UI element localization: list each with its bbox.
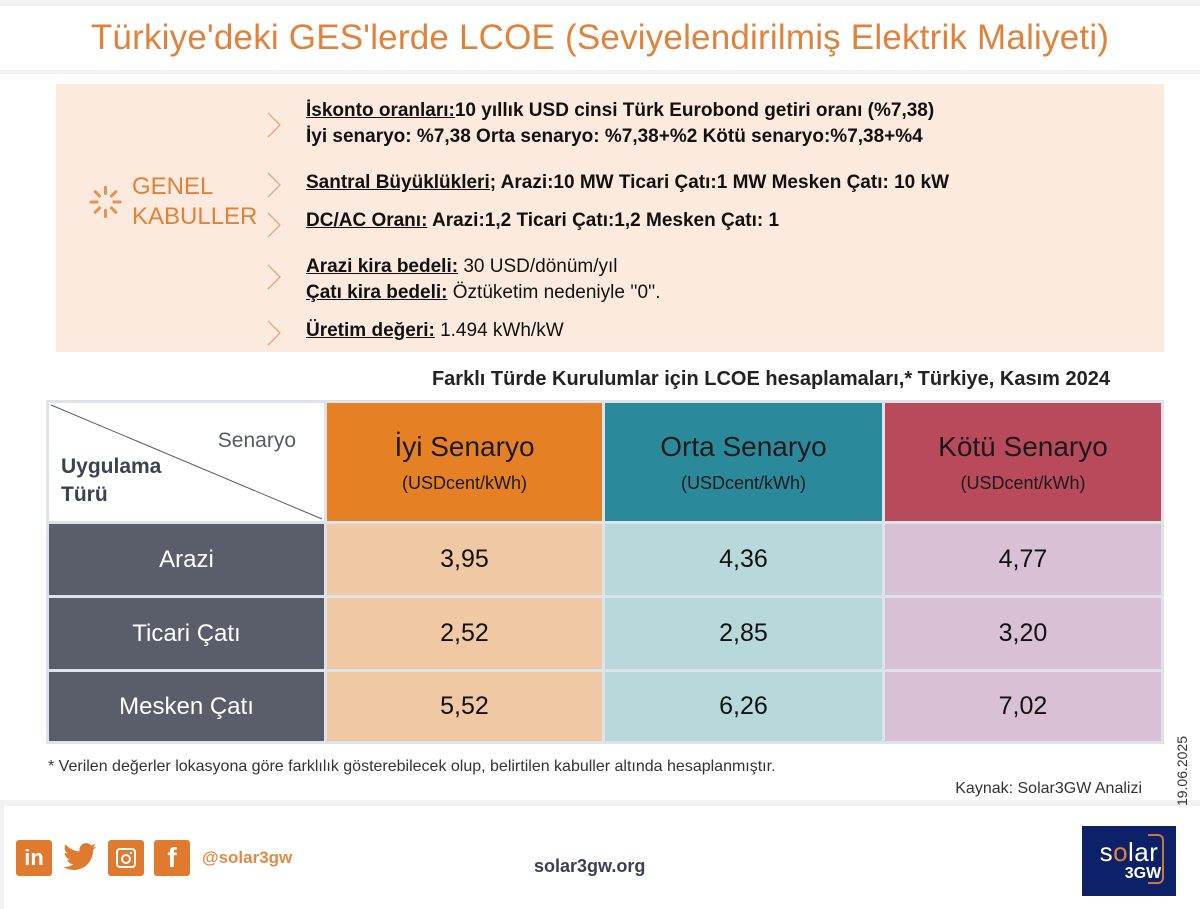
assumption-rent: Arazi kira bedeli: 30 USD/dönüm/yıl Çatı… [306, 256, 661, 303]
footer: in f @solar3gw solar3gw.org solar 3GW [4, 806, 1200, 909]
table-cell: 4,77 [885, 524, 1161, 595]
row-label-arazi: Arazi [49, 524, 324, 595]
chevron-right-icon [266, 172, 282, 198]
table-title: Farklı Türde Kurulumlar için LCOE hesapl… [431, 368, 1110, 390]
table-cell: 5,52 [327, 672, 602, 741]
website-link[interactable]: solar3gw.org [534, 856, 646, 876]
corner-scenario-label: Senaryo [217, 429, 296, 452]
sunburst-icon [86, 182, 126, 222]
linkedin-icon[interactable]: in [16, 840, 52, 876]
footnote: * Verilen değerler lokasyona göre farklı… [48, 758, 776, 775]
chevron-right-icon [266, 112, 282, 138]
lcoe-table: Senaryo Uygulama Türü İyi Senaryo (USDce… [46, 400, 1164, 744]
table-cell: 7,02 [885, 672, 1161, 741]
page-title: Türkiye'deki GES'lerde LCOE (Seviyelendi… [90, 18, 1110, 57]
facebook-icon[interactable]: f [154, 840, 190, 876]
source-credit: Kaynak: Solar3GW Analizi [955, 780, 1142, 797]
chevron-right-icon [266, 320, 282, 346]
assumption-dc-ac-ratio: DC/AC Oranı: Arazi:1,2 Ticari Çatı:1,2 M… [306, 210, 780, 231]
assumption-plant-sizes: Santral Büyüklükleri; Arazi:10 MW Ticari… [306, 172, 950, 193]
column-header-medium: Orta Senaryo (USDcent/kWh) [605, 403, 882, 521]
solar3gw-logo: solar 3GW [1082, 826, 1176, 896]
section-label: GENEL KABULLER [86, 172, 257, 232]
row-label-mesken-cati: Mesken Çatı [49, 672, 324, 741]
logo-frame [1148, 834, 1164, 884]
section-label-text: GENEL KABULLER [132, 173, 258, 230]
diagonal-divider [50, 404, 323, 520]
main-content: GENEL KABULLER İskonto oranları:10 yıllı… [0, 74, 1200, 806]
table-cell: 3,95 [327, 524, 602, 595]
table-cell: 2,85 [605, 598, 882, 669]
column-header-bad: Kötü Senaryo (USDcent/kWh) [885, 403, 1161, 521]
corner-application-label: Uygulama Türü [61, 455, 162, 506]
social-handle[interactable]: @solar3gw [202, 848, 293, 867]
column-header-good: İyi Senaryo (USDcent/kWh) [327, 403, 602, 521]
twitter-icon[interactable] [62, 840, 98, 876]
title-bar: Türkiye'deki GES'lerde LCOE (Seviyelendi… [0, 6, 1200, 70]
chevron-right-icon [266, 212, 282, 238]
table-cell: 2,52 [327, 598, 602, 669]
table-corner-cell: Senaryo Uygulama Türü [49, 403, 324, 521]
date-stamp: 19.06.2025 [1174, 735, 1190, 807]
assumptions-panel: GENEL KABULLER İskonto oranları:10 yıllı… [56, 84, 1164, 352]
table-cell: 4,36 [605, 524, 882, 595]
row-label-ticari-cati: Ticari Çatı [49, 598, 324, 669]
social-links: in f @solar3gw [16, 840, 292, 876]
chevron-right-icon [266, 264, 282, 290]
assumption-production: Üretim değeri: 1.494 kWh/kW [306, 320, 564, 341]
table-cell: 3,20 [885, 598, 1161, 669]
instagram-icon[interactable] [108, 840, 144, 876]
assumption-discount-rates: İskonto oranları:10 yıllık USD cinsi Tür… [306, 100, 935, 147]
table-cell: 6,26 [605, 672, 882, 741]
